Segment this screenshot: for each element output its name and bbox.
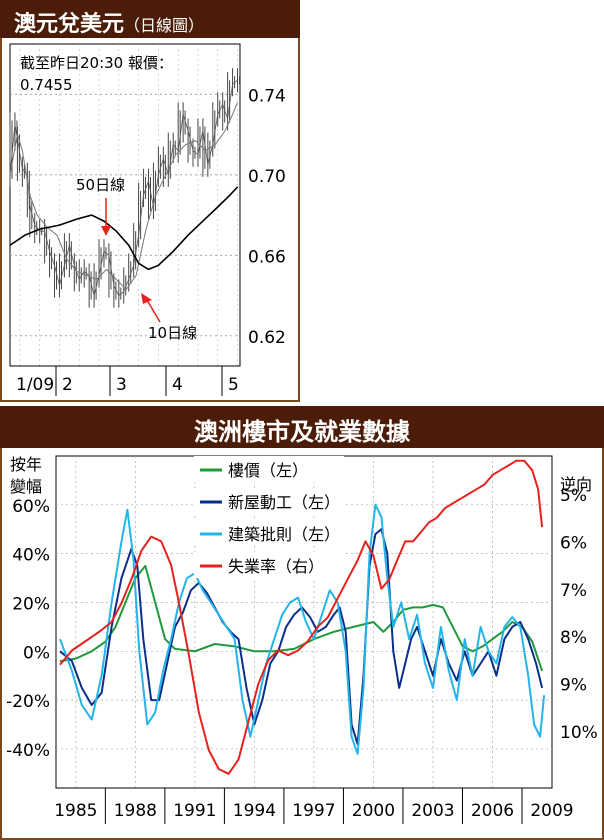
x-tick-label: 2000 (352, 801, 395, 821)
y-left-tick-label: 40% (12, 546, 50, 566)
y-right-tick-label: 5% (560, 486, 587, 506)
y-tick-label: 0.62 (248, 328, 286, 348)
y-left-label-line1: 按年 (10, 455, 42, 474)
aud-title: 澳元兌美元 (14, 12, 125, 37)
aud-chart: 0.74 0.70 0.66 0.62 截至昨日20:30 報價： 0.7455 50日線 1… (9, 43, 286, 396)
series-line-0 (59, 564, 544, 672)
ma10-line (9, 102, 238, 291)
price-annotation-value: 0.7455 (20, 76, 73, 94)
x-tick-label: 1985 (54, 801, 97, 821)
housing-title: 澳洲樓市及就業數據 (194, 418, 410, 446)
series-line-3 (59, 459, 544, 775)
y-right-label: 逆向 (560, 475, 592, 494)
y-left-tick-label: 20% (12, 594, 50, 614)
y-left-tick-label: 60% (12, 497, 50, 517)
y-left-tick-label: -20% (6, 692, 50, 712)
legend-label-0: 樓價（左） (228, 461, 308, 480)
y-left-tick-label: -40% (6, 741, 50, 761)
ma10-arrow-head (141, 293, 152, 304)
y-left-label-line2: 變幅 (10, 477, 42, 496)
legend-label-1: 新屋動工（左） (228, 493, 340, 512)
x-tick-label: 3 (116, 375, 127, 395)
aud-subtitle: （日線圖） (124, 16, 205, 35)
housing-panel-header: 澳洲樓市及就業數據 (0, 406, 604, 448)
x-tick-label: 1997 (292, 801, 335, 821)
y-right-tick-label: 6% (560, 533, 587, 553)
x-tick-label: 1994 (233, 801, 276, 821)
y-right-tick-label: 10% (560, 723, 598, 743)
y-tick-label: 0.66 (248, 247, 286, 267)
ma50-line (9, 186, 239, 271)
x-tick-label: 2003 (411, 801, 454, 821)
x-tick-label: 5 (228, 375, 239, 395)
ma10-label: 10日線 (148, 324, 197, 342)
x-tick-label: 2 (62, 375, 73, 395)
x-tick-label: 2006 (471, 801, 514, 821)
plot-area (9, 43, 241, 367)
x-tick-label: 1/09 (16, 375, 54, 395)
ma10-arrow (146, 299, 161, 323)
x-tick-label: 2009 (530, 801, 573, 821)
ma50-arrow-head (101, 226, 111, 236)
ma50-label: 50日線 (76, 176, 125, 194)
price-annotation-label: 截至昨日20:30 報價： (20, 54, 173, 72)
y-right-tick-label: 9% (560, 676, 587, 696)
x-tick-label: 1991 (173, 801, 216, 821)
legend-label-2: 建築批則（左） (228, 525, 340, 544)
y-right-tick-label: 8% (560, 628, 587, 648)
y-tick-label: 0.70 (248, 167, 286, 187)
legend-label-3: 失業率（右） (228, 557, 324, 576)
price-line (9, 79, 238, 297)
y-right-tick-label: 7% (560, 581, 587, 601)
x-tick-label: 4 (172, 375, 183, 395)
aud-panel-header: 澳元兌美元（日線圖） (0, 0, 300, 38)
x-tick-label: 1988 (114, 801, 157, 821)
y-tick-label: 0.74 (248, 86, 286, 106)
y-left-tick-label: 0% (23, 643, 50, 663)
